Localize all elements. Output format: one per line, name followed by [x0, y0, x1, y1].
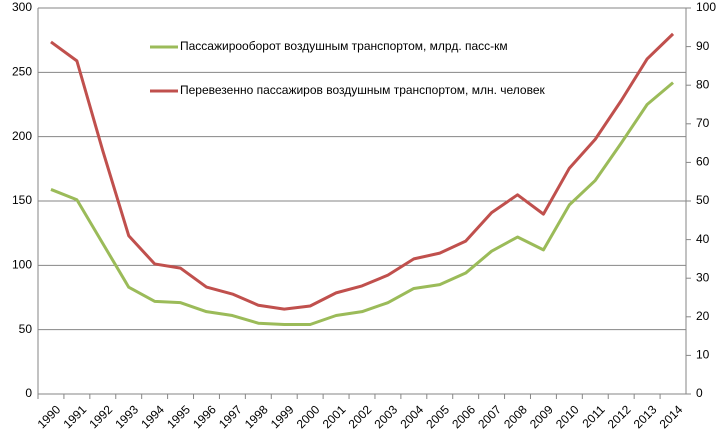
x-tick-label: 2007 [475, 402, 504, 431]
x-tick-label: 2003 [372, 402, 401, 431]
x-tick-label: 1994 [138, 402, 167, 431]
x-tick-label: 2009 [527, 402, 556, 431]
x-tick-label: 2005 [423, 402, 452, 431]
x-tick-label: 2011 [579, 402, 607, 430]
x-tick-label: 2002 [346, 402, 375, 431]
y2-tick-label: 0 [696, 386, 703, 400]
x-tick-label: 1999 [268, 402, 297, 431]
x-tick-label: 2004 [397, 402, 426, 431]
x-tick-label: 1993 [112, 402, 141, 431]
x-tick-label: 2000 [294, 402, 323, 431]
y-tick-label: 0 [25, 386, 32, 400]
y2-tick-label: 70 [696, 116, 710, 130]
x-tick-label: 1996 [190, 402, 219, 431]
x-tick-label: 1990 [35, 402, 64, 431]
x-tick-label: 1997 [216, 402, 245, 431]
x-tick-label: 2008 [501, 402, 530, 431]
y-tick-label: 150 [12, 193, 32, 207]
x-tick-label: 2014 [657, 402, 686, 431]
y2-tick-label: 30 [696, 270, 710, 284]
y-tick-label: 300 [12, 0, 32, 14]
x-tick-label: 2001 [320, 402, 349, 431]
x-tick-label: 2010 [553, 402, 582, 431]
legend-label: Пассажирооборот воздушным транспортом, м… [180, 39, 508, 53]
y-tick-label: 250 [12, 65, 32, 79]
y-tick-label: 100 [12, 258, 32, 272]
x-tick-label: 1991 [60, 402, 89, 431]
y2-tick-label: 100 [696, 0, 716, 14]
y2-tick-label: 50 [696, 193, 710, 207]
x-tick-label: 1998 [242, 402, 271, 431]
y2-tick-label: 80 [696, 77, 710, 91]
series-line [50, 81, 675, 327]
series-line [50, 32, 675, 311]
x-tick-label: 1992 [86, 402, 115, 431]
y2-tick-label: 60 [696, 155, 710, 169]
x-tick-label: 2012 [605, 402, 634, 431]
y2-tick-label: 10 [696, 348, 710, 362]
x-tick-label: 2006 [449, 402, 478, 431]
x-tick-label: 1995 [164, 402, 193, 431]
y2-tick-label: 90 [696, 39, 710, 53]
legend-label: Перевезенно пассажиров воздушным транспо… [180, 83, 546, 97]
y-tick-label: 200 [12, 129, 32, 143]
y2-tick-label: 20 [696, 309, 710, 323]
x-tick-label: 2013 [631, 402, 660, 431]
y2-tick-label: 40 [696, 232, 710, 246]
y-tick-label: 50 [19, 322, 33, 336]
